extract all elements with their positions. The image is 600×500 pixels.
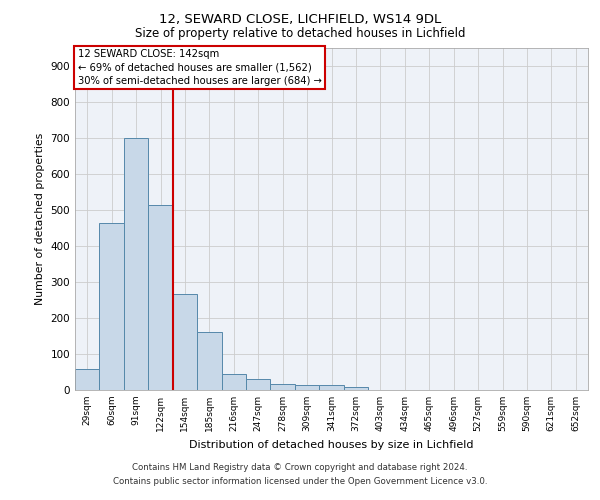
Text: 12 SEWARD CLOSE: 142sqm
← 69% of detached houses are smaller (1,562)
30% of semi: 12 SEWARD CLOSE: 142sqm ← 69% of detache…: [77, 49, 322, 86]
Bar: [295, 385, 319, 390]
Bar: [197, 332, 221, 390]
X-axis label: Distribution of detached houses by size in Lichfield: Distribution of detached houses by size …: [189, 440, 474, 450]
Bar: [344, 388, 368, 390]
Bar: [221, 374, 246, 390]
Y-axis label: Number of detached properties: Number of detached properties: [35, 132, 45, 305]
Bar: [124, 138, 148, 390]
Text: 12, SEWARD CLOSE, LICHFIELD, WS14 9DL: 12, SEWARD CLOSE, LICHFIELD, WS14 9DL: [159, 12, 441, 26]
Bar: [100, 224, 124, 390]
Bar: [173, 294, 197, 390]
Bar: [271, 384, 295, 390]
Bar: [75, 369, 100, 390]
Bar: [246, 379, 271, 390]
Bar: [148, 206, 173, 390]
Text: Size of property relative to detached houses in Lichfield: Size of property relative to detached ho…: [135, 28, 465, 40]
Bar: [319, 386, 344, 390]
Text: Contains public sector information licensed under the Open Government Licence v3: Contains public sector information licen…: [113, 477, 487, 486]
Text: Contains HM Land Registry data © Crown copyright and database right 2024.: Contains HM Land Registry data © Crown c…: [132, 464, 468, 472]
